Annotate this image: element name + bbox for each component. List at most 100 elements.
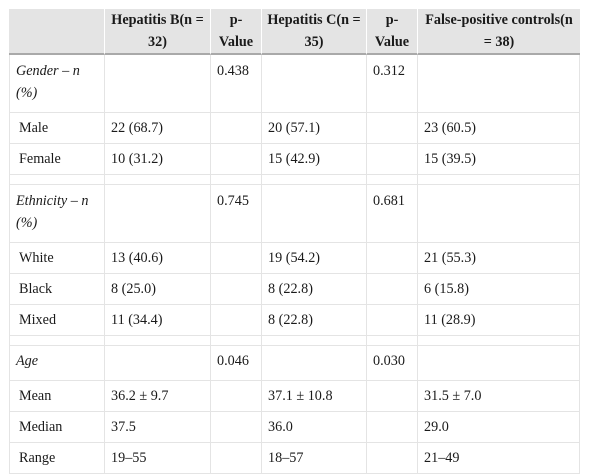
cell-empty <box>367 305 418 336</box>
cell-hep-c: 36.0 <box>262 412 367 443</box>
header-hepatitis-c: Hepatitis C(n = 35) <box>262 9 367 55</box>
row-label: Median <box>9 412 105 443</box>
cell-empty <box>418 175 580 185</box>
cell-empty <box>418 185 580 243</box>
cell-empty <box>367 144 418 175</box>
section-label: Ethnicity – n (%) <box>9 185 105 243</box>
section-row-gender: Gender – n (%) 0.438 0.312 <box>9 55 580 113</box>
cell-hep-c: 20 (57.1) <box>262 113 367 144</box>
row-label: Mixed <box>9 305 105 336</box>
table-body: Gender – n (%) 0.438 0.312 Male 22 (68.7… <box>9 55 580 474</box>
p-value-cell: 0.046 <box>211 346 262 381</box>
table-row: Black 8 (25.0) 8 (22.8) 6 (15.8) <box>9 274 580 305</box>
cell-hep-c: 15 (42.9) <box>262 144 367 175</box>
row-label: Range <box>9 443 105 474</box>
cell-hep-b: 22 (68.7) <box>105 113 211 144</box>
header-controls: False-positive controls(n = 38) <box>418 9 580 55</box>
cell-controls: 11 (28.9) <box>418 305 580 336</box>
cell-hep-b: 36.2 ± 9.7 <box>105 381 211 412</box>
cell-empty <box>9 336 105 346</box>
header-p-value-c: p-Value <box>367 9 418 55</box>
cell-empty <box>211 113 262 144</box>
section-label: Age <box>9 346 105 381</box>
section-row-ethnicity: Ethnicity – n (%) 0.745 0.681 <box>9 185 580 243</box>
table-header: Hepatitis B(n = 32) p-Value Hepatitis C(… <box>9 9 580 55</box>
header-row: Hepatitis B(n = 32) p-Value Hepatitis C(… <box>9 9 580 55</box>
cell-hep-b: 13 (40.6) <box>105 243 211 274</box>
cell-hep-b: 11 (34.4) <box>105 305 211 336</box>
cell-controls: 31.5 ± 7.0 <box>418 381 580 412</box>
cell-hep-b: 19–55 <box>105 443 211 474</box>
row-label: White <box>9 243 105 274</box>
header-p-value-b: p-Value <box>211 9 262 55</box>
cell-hep-c: 8 (22.8) <box>262 305 367 336</box>
header-hepatitis-b: Hepatitis B(n = 32) <box>105 9 211 55</box>
cell-empty <box>105 55 211 113</box>
p-value-cell: 0.745 <box>211 185 262 243</box>
cell-empty <box>105 336 211 346</box>
row-label: Black <box>9 274 105 305</box>
p-value-cell: 0.030 <box>367 346 418 381</box>
header-empty <box>9 9 105 55</box>
cell-hep-c: 18–57 <box>262 443 367 474</box>
cell-empty <box>105 175 211 185</box>
table-row: Median 37.5 36.0 29.0 <box>9 412 580 443</box>
cell-hep-b: 37.5 <box>105 412 211 443</box>
table-row: Female 10 (31.2) 15 (42.9) 15 (39.5) <box>9 144 580 175</box>
cell-empty <box>367 113 418 144</box>
cell-empty <box>211 274 262 305</box>
cell-controls: 21–49 <box>418 443 580 474</box>
data-table-container: Hepatitis B(n = 32) p-Value Hepatitis C(… <box>9 9 580 474</box>
demographics-table: Hepatitis B(n = 32) p-Value Hepatitis C(… <box>9 9 580 474</box>
cell-controls: 6 (15.8) <box>418 274 580 305</box>
cell-hep-b: 10 (31.2) <box>105 144 211 175</box>
cell-hep-b: 8 (25.0) <box>105 274 211 305</box>
cell-empty <box>211 175 262 185</box>
table-row: Mixed 11 (34.4) 8 (22.8) 11 (28.9) <box>9 305 580 336</box>
cell-empty <box>367 412 418 443</box>
cell-empty <box>262 346 367 381</box>
cell-empty <box>418 336 580 346</box>
cell-empty <box>367 243 418 274</box>
cell-empty <box>211 336 262 346</box>
cell-empty <box>262 55 367 113</box>
cell-empty <box>211 443 262 474</box>
row-label: Female <box>9 144 105 175</box>
cell-controls: 23 (60.5) <box>418 113 580 144</box>
cell-empty <box>211 243 262 274</box>
cell-hep-c: 37.1 ± 10.8 <box>262 381 367 412</box>
cell-empty <box>262 185 367 243</box>
cell-empty <box>9 175 105 185</box>
cell-controls: 29.0 <box>418 412 580 443</box>
spacer-row <box>9 175 580 185</box>
cell-empty <box>367 175 418 185</box>
cell-empty <box>105 185 211 243</box>
cell-controls: 15 (39.5) <box>418 144 580 175</box>
cell-empty <box>262 175 367 185</box>
cell-empty <box>367 274 418 305</box>
cell-hep-c: 19 (54.2) <box>262 243 367 274</box>
table-row: Range 19–55 18–57 21–49 <box>9 443 580 474</box>
cell-empty <box>211 381 262 412</box>
cell-empty <box>105 346 211 381</box>
cell-empty <box>418 346 580 381</box>
cell-empty <box>211 412 262 443</box>
table-row: White 13 (40.6) 19 (54.2) 21 (55.3) <box>9 243 580 274</box>
cell-empty <box>367 381 418 412</box>
section-label: Gender – n (%) <box>9 55 105 113</box>
table-row: Male 22 (68.7) 20 (57.1) 23 (60.5) <box>9 113 580 144</box>
section-row-age: Age 0.046 0.030 <box>9 346 580 381</box>
row-label: Mean <box>9 381 105 412</box>
cell-empty <box>211 305 262 336</box>
p-value-cell: 0.312 <box>367 55 418 113</box>
cell-hep-c: 8 (22.8) <box>262 274 367 305</box>
cell-controls: 21 (55.3) <box>418 243 580 274</box>
cell-empty <box>367 443 418 474</box>
cell-empty <box>367 336 418 346</box>
cell-empty <box>418 55 580 113</box>
p-value-cell: 0.438 <box>211 55 262 113</box>
spacer-row <box>9 336 580 346</box>
p-value-cell: 0.681 <box>367 185 418 243</box>
table-row: Mean 36.2 ± 9.7 37.1 ± 10.8 31.5 ± 7.0 <box>9 381 580 412</box>
cell-empty <box>262 336 367 346</box>
